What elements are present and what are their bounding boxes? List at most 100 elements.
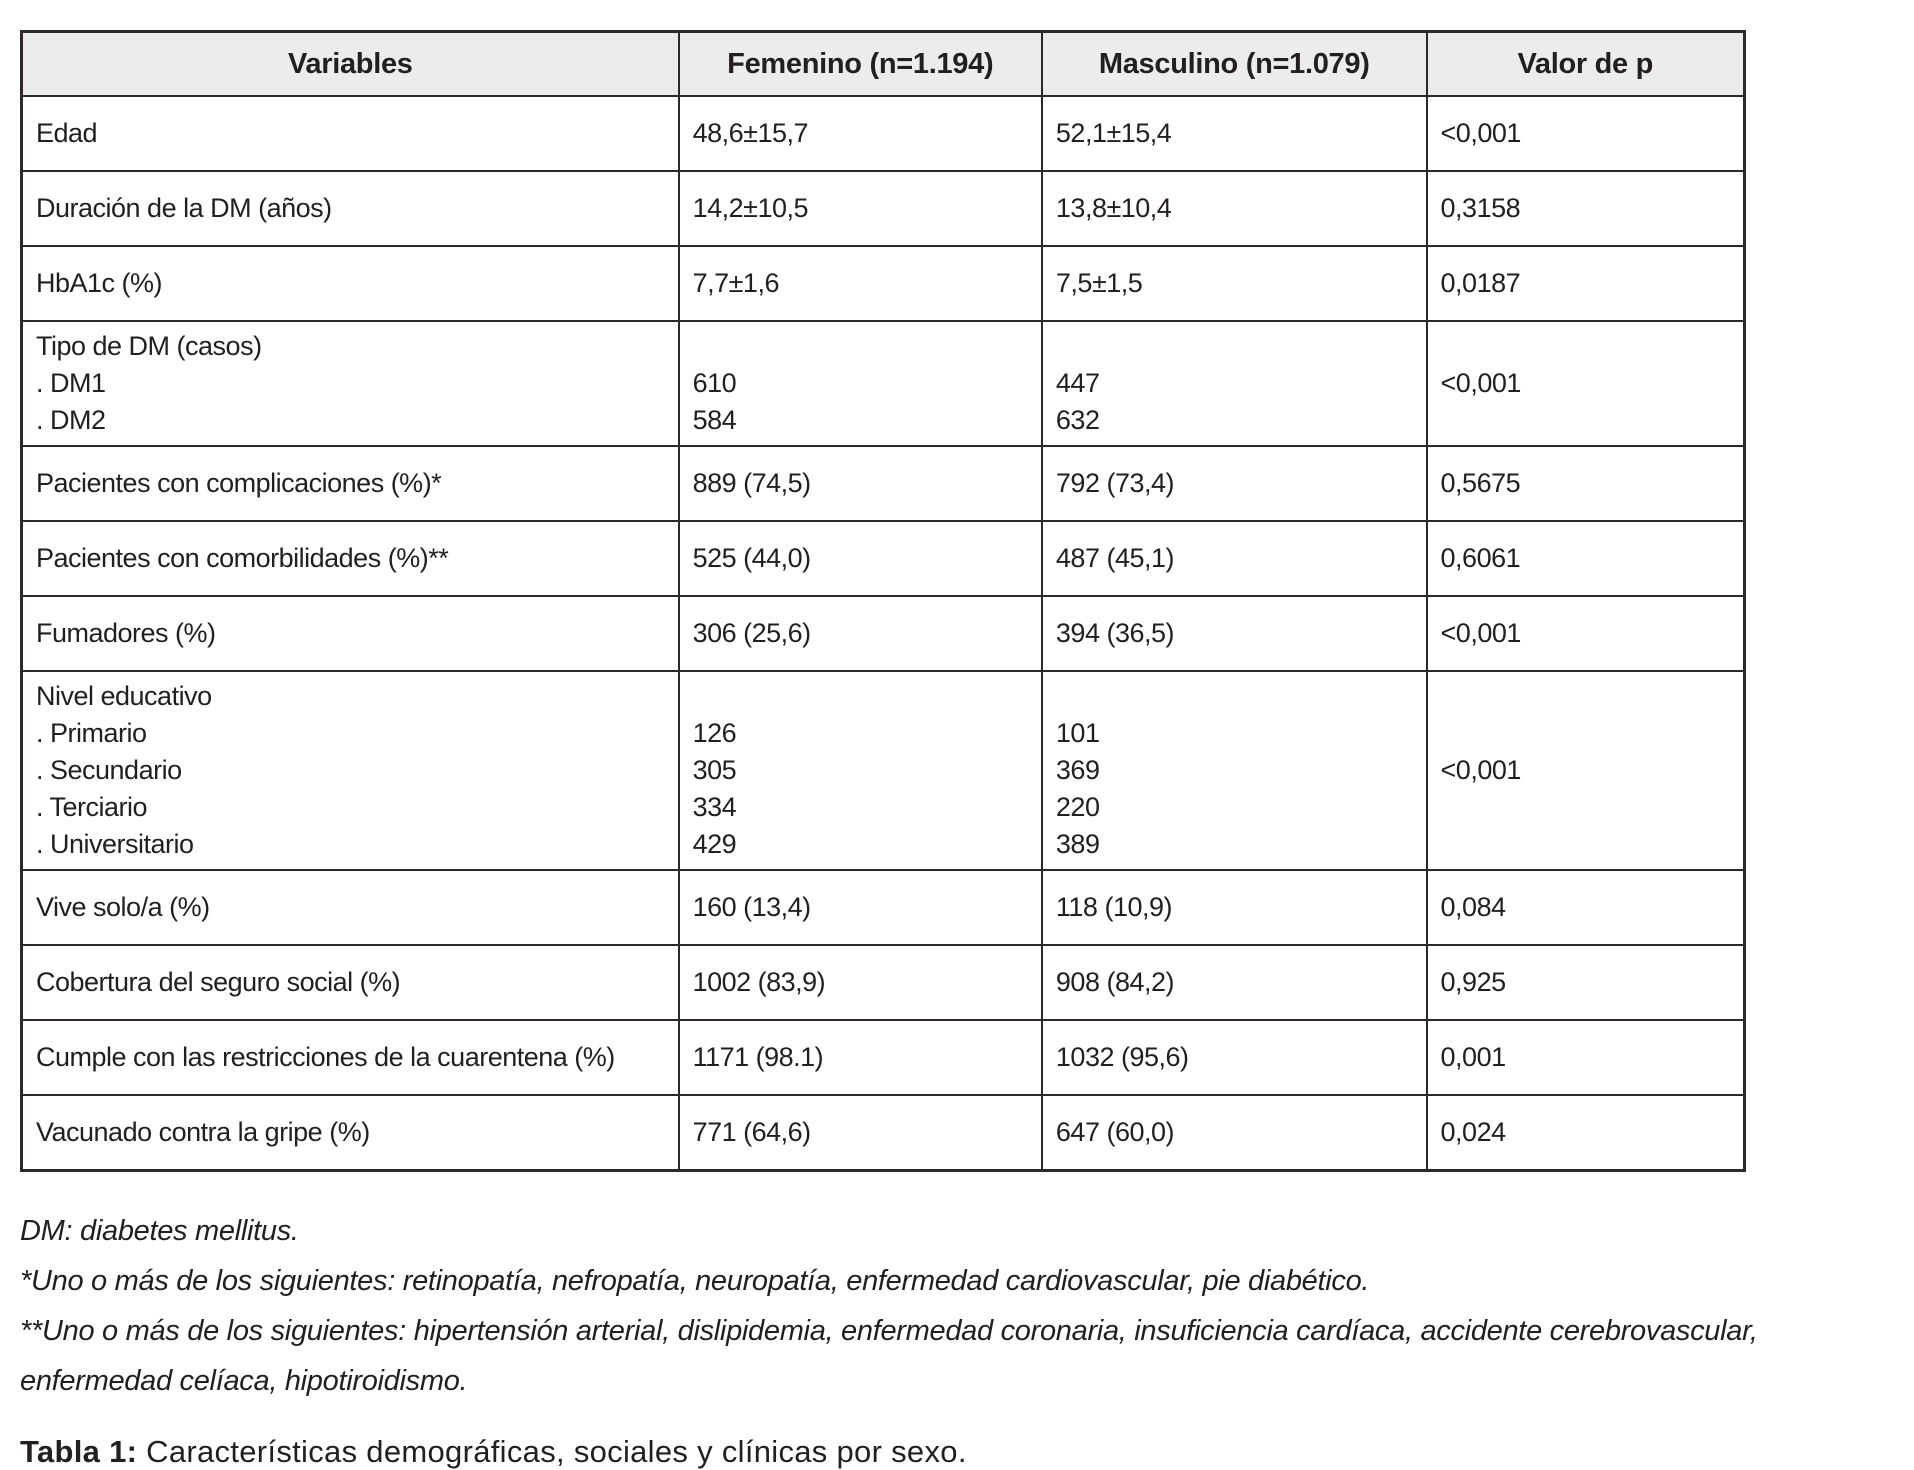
cell-line: . DM1 xyxy=(36,368,106,398)
cell-line xyxy=(693,678,1028,715)
cell-line: 220 xyxy=(1055,792,1100,822)
femenino-cell: 306 (25,6) xyxy=(677,595,1043,672)
p-value-cell: 0,6061 xyxy=(1425,520,1746,597)
p-value-cell: 0,001 xyxy=(1425,1019,1746,1096)
table-row: Cobertura del seguro social (%) 1002 (83,… xyxy=(20,944,1746,1021)
cell-line: 306 (25,6) xyxy=(692,618,812,648)
variable-cell: Pacientes con complicaciones (%)* xyxy=(20,445,680,522)
cell-line: 1032 (95,6) xyxy=(1055,1042,1189,1072)
masculino-cell: 447 632 xyxy=(1040,320,1428,447)
cell-line: 394 (36,5) xyxy=(1055,618,1175,648)
p-value-cell: 0,3158 xyxy=(1425,170,1746,247)
table-row: Cumple con las restricciones de la cuare… xyxy=(20,1019,1746,1096)
variable-cell: Edad xyxy=(20,95,680,172)
cell-line: 647 (60,0) xyxy=(1055,1116,1175,1147)
page: Variables Femenino (n=1.194) Masculino (n=… xyxy=(20,30,1900,1470)
femenino-cell: 14,2±10,5 xyxy=(677,170,1043,247)
column-header-valor-de-p: Valor de p xyxy=(1425,30,1746,97)
cell-line: . Primario xyxy=(36,718,147,748)
cell-line: Cobertura del seguro social (%) xyxy=(36,967,401,997)
cell-line: Tipo de DM (casos) xyxy=(36,331,262,361)
demographics-table: Variables Femenino (n=1.194) Masculino (n=… xyxy=(20,30,1746,1172)
cell-line: 610 xyxy=(692,368,737,398)
masculino-cell: 13,8±10,4 xyxy=(1040,170,1428,247)
cell-line: Vive solo/a (%) xyxy=(36,892,210,922)
cell-line: Duración de la DM (años) xyxy=(36,193,332,223)
cell-line: 525 (44,0) xyxy=(692,543,812,573)
cell-line: 13,8±10,4 xyxy=(1055,193,1172,223)
table-body: Edad 48,6±15,7 52,1±15,4 <0,001 Duración de … xyxy=(20,95,1746,1171)
cell-line: 7,7±1,6 xyxy=(692,268,780,298)
masculino-cell: 487 (45,1) xyxy=(1040,520,1428,597)
table-row: Duración de la DM (años) 14,2±10,5 13,8±10… xyxy=(20,170,1746,247)
table-row: Pacientes con complicaciones (%)* 889 (74… xyxy=(20,445,1746,522)
cell-line xyxy=(1056,328,1413,365)
p-value-cell: 0,0187 xyxy=(1425,245,1746,322)
table-row: Vive solo/a (%) 160 (13,4) 118 (10,9) 0,084 xyxy=(20,869,1746,946)
p-value-cell: <0,001 xyxy=(1425,95,1746,172)
table-caption: Tabla 1: Características demográficas, s… xyxy=(20,1434,1900,1470)
masculino-cell: 647 (60,0) xyxy=(1040,1094,1428,1171)
column-header-masculino: Masculino (n=1.079) xyxy=(1040,30,1428,97)
masculino-cell: 1032 (95,6) xyxy=(1040,1019,1428,1096)
masculino-cell: 7,5±1,5 xyxy=(1040,245,1428,322)
variable-cell: Cumple con las restricciones de la cuare… xyxy=(20,1019,680,1096)
masculino-cell: 52,1±15,4 xyxy=(1040,95,1428,172)
table-row: HbA1c (%) 7,7±1,6 7,5±1,5 0,0187 xyxy=(20,245,1746,322)
cell-line: Fumadores (%) xyxy=(36,618,216,648)
footnote-dm: DM: diabetes mellitus. xyxy=(20,1214,299,1247)
masculino-cell: 118 (10,9) xyxy=(1040,869,1428,946)
cell-line: 14,2±10,5 xyxy=(692,193,809,223)
cell-line: Pacientes con complicaciones (%)* xyxy=(36,468,442,498)
caption-label: Tabla 1: xyxy=(20,1433,138,1469)
cell-line: 632 xyxy=(1055,405,1100,435)
femenino-cell: 7,7±1,6 xyxy=(677,245,1043,322)
table-row: Pacientes con comorbilidades (%)** 525 (4… xyxy=(20,520,1746,597)
cell-line: HbA1c (%) xyxy=(36,268,163,298)
masculino-cell: 101 369 220 389 xyxy=(1040,670,1428,871)
p-value-cell: 0,024 xyxy=(1425,1094,1746,1171)
variable-cell: Tipo de DM (casos) . DM1 . DM2 xyxy=(20,320,680,447)
cell-line: 52,1±15,4 xyxy=(1055,118,1172,148)
variable-cell: Fumadores (%) xyxy=(20,595,680,672)
footnotes-block: DM: diabetes mellitus. *Uno o más de los… xyxy=(20,1206,1900,1406)
femenino-cell: 610 584 xyxy=(677,320,1043,447)
table-row: Nivel educativo . Primario . Secundario . T… xyxy=(20,670,1746,871)
p-value-cell: 0,925 xyxy=(1425,944,1746,1021)
cell-line: 160 (13,4) xyxy=(692,892,812,922)
cell-line: 771 (64,6) xyxy=(692,1116,812,1147)
cell-line: . Universitario xyxy=(36,829,194,859)
cell-line: . DM2 xyxy=(36,405,106,435)
caption-text: Características demográficas, sociales y… xyxy=(137,1433,967,1469)
column-header-femenino: Femenino (n=1.194) xyxy=(677,30,1043,97)
variable-cell: Vacunado contra la gripe (%) xyxy=(20,1094,680,1171)
femenino-cell: 1002 (83,9) xyxy=(677,944,1043,1021)
cell-line: 369 xyxy=(1055,755,1100,785)
cell-line: 487 (45,1) xyxy=(1055,543,1175,573)
p-value-cell: 0,5675 xyxy=(1425,445,1746,522)
cell-line: 792 (73,4) xyxy=(1055,468,1175,498)
femenino-cell: 771 (64,6) xyxy=(677,1094,1043,1171)
cell-line xyxy=(693,328,1028,365)
masculino-cell: 792 (73,4) xyxy=(1040,445,1428,522)
cell-line: 584 xyxy=(692,405,737,435)
variable-cell: Vive solo/a (%) xyxy=(20,869,680,946)
femenino-cell: 1171 (98.1) xyxy=(677,1019,1043,1096)
cell-line: Nivel educativo xyxy=(36,681,212,711)
femenino-cell: 889 (74,5) xyxy=(677,445,1043,522)
p-value-cell: <0,001 xyxy=(1425,670,1746,871)
femenino-cell: 525 (44,0) xyxy=(677,520,1043,597)
cell-line: Vacunado contra la gripe (%) xyxy=(36,1116,370,1147)
cell-line: . Terciario xyxy=(36,792,148,822)
cell-line: 447 xyxy=(1055,368,1100,398)
table-header: Variables Femenino (n=1.194) Masculino (n=… xyxy=(20,30,1746,97)
cell-line: Cumple con las restricciones de la cuare… xyxy=(36,1042,615,1072)
masculino-cell: 394 (36,5) xyxy=(1040,595,1428,672)
p-value-cell: <0,001 xyxy=(1425,320,1746,447)
variable-cell: Duración de la DM (años) xyxy=(20,170,680,247)
cell-line: 101 xyxy=(1055,718,1100,748)
cell-line: 389 xyxy=(1055,829,1100,859)
cell-line: 48,6±15,7 xyxy=(692,118,809,148)
p-value-cell: 0,084 xyxy=(1425,869,1746,946)
masculino-cell: 908 (84,2) xyxy=(1040,944,1428,1021)
